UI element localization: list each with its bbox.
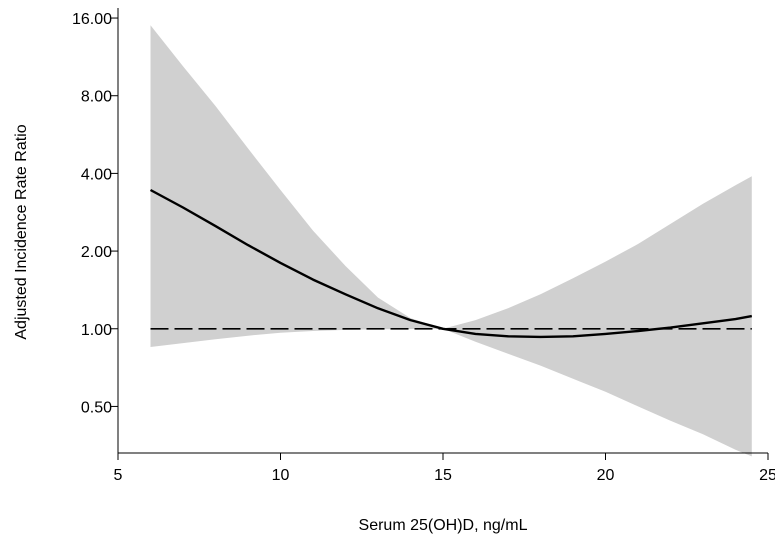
x-tick-label: 15 [434,467,452,484]
x-axis-ticks: 5 10 15 20 25 [114,453,775,484]
y-tick-label: 4.00 [81,166,112,183]
y-axis-title: Adjusted Incidence Rate Ratio [13,124,30,339]
x-tick-label: 25 [759,467,775,484]
x-tick-label: 20 [597,467,615,484]
axis-layer: 5 10 15 20 25 0.50 1.00 2.00 4.00 8.00 16.00 [72,8,775,484]
y-axis-ticks: 0.50 1.00 2.00 4.00 8.00 16.00 [72,11,118,416]
confidence-band [150,25,752,457]
series-layer [149,188,753,339]
confidence-band-layer [150,25,752,457]
y-tick-label: 0.50 [81,399,112,416]
x-tick-label: 5 [114,467,123,484]
x-tick-label: 10 [272,467,290,484]
x-axis-title: Serum 25(OH)D, ng/mL [359,517,528,534]
y-tick-label: 1.00 [81,322,112,339]
y-tick-label: 16.00 [72,11,112,28]
y-tick-label: 8.00 [81,89,112,106]
y-tick-label: 2.00 [81,244,112,261]
